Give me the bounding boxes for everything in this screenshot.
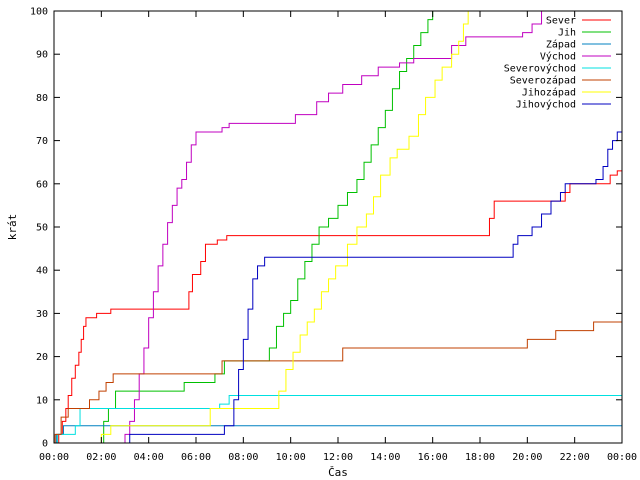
x-tick-label: 22:00 bbox=[560, 452, 590, 463]
y-tick-label: 0 bbox=[42, 439, 48, 450]
x-axis-label: Čas bbox=[328, 466, 348, 479]
legend: SeverJihZápadVýchodSeverovýchodSeverozáp… bbox=[504, 16, 611, 111]
legend-label-severozapad: Severozápad bbox=[510, 75, 576, 87]
series-line-jih bbox=[54, 10, 622, 444]
x-tick-label: 12:00 bbox=[323, 452, 353, 463]
legend-label-jihozapad: Jihozápad bbox=[522, 87, 576, 99]
y-tick-label: 100 bbox=[30, 7, 48, 18]
series-line-severozapad bbox=[54, 321, 622, 444]
series-line-jihozapad bbox=[54, 10, 622, 444]
x-tick-label: 18:00 bbox=[465, 452, 495, 463]
legend-label-severovychod: Severovýchod bbox=[504, 63, 576, 75]
x-tick-label: 02:00 bbox=[86, 452, 116, 463]
legend-label-vychod: Východ bbox=[540, 51, 576, 63]
y-tick-label: 30 bbox=[36, 309, 48, 320]
series-line-vychod bbox=[54, 10, 622, 444]
x-tick-label: 04:00 bbox=[134, 452, 164, 463]
x-tick-label: 00:00 bbox=[39, 452, 69, 463]
series-line-sever bbox=[54, 170, 622, 444]
y-tick-label: 60 bbox=[36, 179, 48, 190]
legend-label-zapad: Západ bbox=[546, 39, 576, 51]
y-tick-label: 10 bbox=[36, 395, 48, 406]
x-tick-label: 06:00 bbox=[181, 452, 211, 463]
legend-label-jihovychod: Jihovýchod bbox=[516, 99, 576, 111]
x-tick-label: 08:00 bbox=[228, 452, 258, 463]
y-tick-label: 50 bbox=[36, 223, 48, 234]
x-tick-label: 14:00 bbox=[370, 452, 400, 463]
y-axis-label: krát bbox=[6, 214, 19, 241]
x-tick-label: 20:00 bbox=[512, 452, 542, 463]
y-tick-label: 40 bbox=[36, 266, 48, 277]
y-tick-label: 80 bbox=[36, 93, 48, 104]
y-tick-label: 20 bbox=[36, 352, 48, 363]
x-tick-label: 16:00 bbox=[418, 452, 448, 463]
legend-label-sever: Sever bbox=[546, 16, 576, 27]
y-tick-label: 70 bbox=[36, 136, 48, 147]
ticks-layer: 0 10 20 30 40 50 60 70 80 90 100 00:00 02:00 04:00 06:… bbox=[30, 7, 637, 464]
legend-label-jih: Jih bbox=[558, 28, 576, 39]
series-line-jihovychod bbox=[54, 127, 623, 444]
x-tick-label: 00:00 bbox=[607, 452, 637, 463]
y-tick-label: 90 bbox=[36, 50, 48, 61]
x-tick-label: 10:00 bbox=[276, 452, 306, 463]
